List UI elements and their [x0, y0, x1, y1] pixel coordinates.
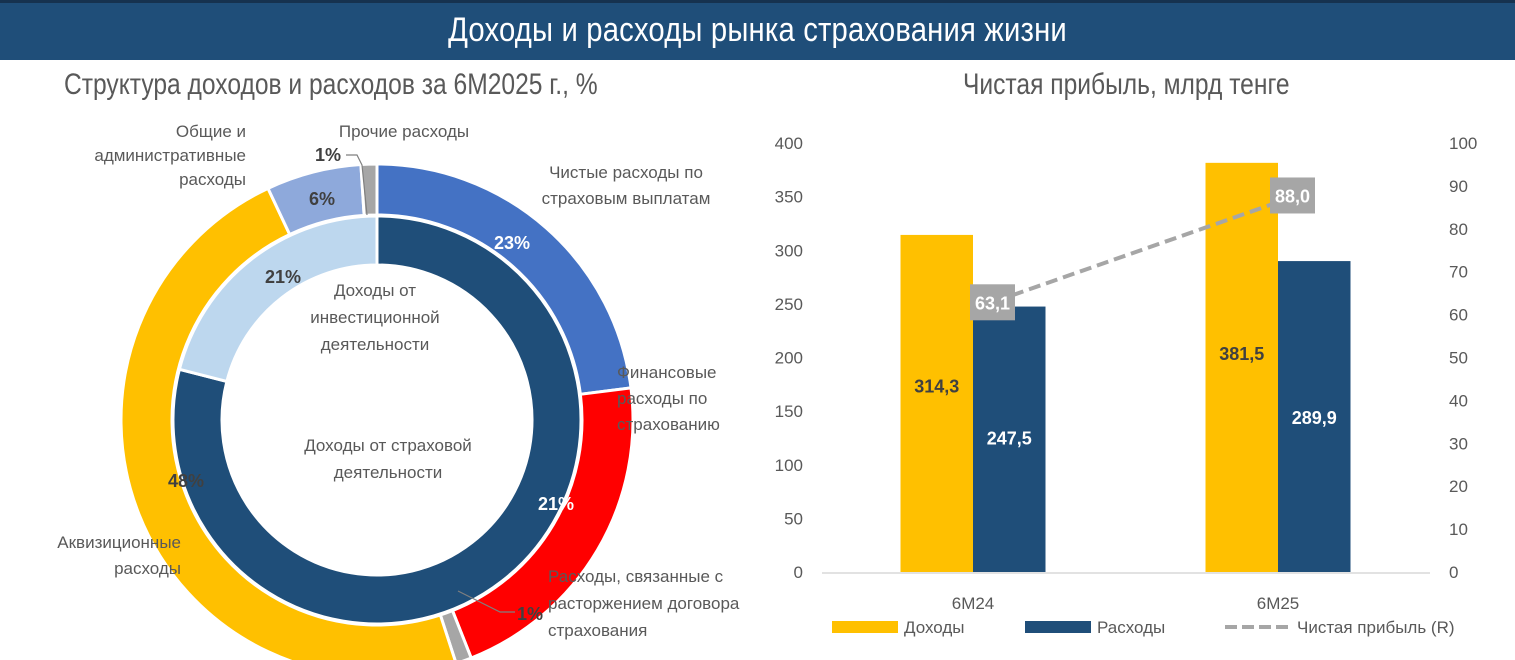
donut-pct-label-inner-0: 79%	[415, 531, 451, 551]
left-axis-tick-2: 100	[775, 456, 803, 475]
donut-inner-slice-1	[177, 214, 379, 384]
label-acquisition-expenses: Аквизиционные расходы	[57, 533, 181, 578]
left-axis-tick-4: 200	[775, 349, 803, 368]
label-other-expenses: Прочие расходы	[339, 122, 469, 141]
donut-pct-label-outer-5: 1%	[315, 145, 341, 165]
right-axis-tick-0: 0	[1449, 563, 1458, 582]
donut-pct-label-outer-3: 48%	[168, 471, 204, 491]
label-claims-expenses: Чистые расходы по страховым выплатам	[542, 163, 711, 208]
left-axis-tick-1: 50	[784, 509, 803, 528]
pie-chart-title: Структура доходов и расходов за 6М2025 г…	[64, 68, 598, 101]
donut-inner-slice-0	[171, 214, 583, 626]
right-axis-tick-8: 80	[1449, 220, 1468, 239]
right-axis-tick-9: 90	[1449, 177, 1468, 196]
right-axis-tick-4: 40	[1449, 391, 1468, 410]
donut-pct-label-inner-1: 21%	[265, 267, 301, 287]
left-axis-tick-6: 300	[775, 241, 803, 260]
donut-pct-label-outer-1: 21%	[538, 494, 574, 514]
legend-swatch-1	[1025, 621, 1091, 633]
x-axis-label-6M24: 6M24	[952, 594, 995, 613]
right-axis-tick-5: 50	[1449, 349, 1468, 368]
label-financial-expenses: Финансовые расходы по страхованию	[617, 363, 720, 434]
net-profit-label-6M25: 88,0	[1275, 186, 1310, 206]
label-termination-expenses: Расходы, связанные с расторжением договор…	[548, 567, 740, 640]
left-axis-tick-7: 350	[775, 188, 803, 207]
bar-expenses-6M24	[973, 306, 1046, 572]
legend-label-0: Доходы	[904, 618, 965, 637]
right-axis-tick-1: 10	[1449, 520, 1468, 539]
left-axis-tick-5: 250	[775, 295, 803, 314]
label-admin-expenses: Общие и административные расходы	[94, 122, 246, 189]
net-profit-label-box-6M25	[1270, 177, 1315, 214]
header-bar: Доходы и расходы рынка страхования жизни	[0, 0, 1515, 60]
bar-expenses-6M25	[1278, 261, 1351, 572]
bar-value-label-1-6M24: 247,5	[987, 429, 1032, 449]
leader-line-other-expenses	[346, 154, 368, 216]
leader-line-termination-expenses	[457, 590, 515, 613]
right-axis-tick-6: 60	[1449, 306, 1468, 325]
left-axis-tick-3: 150	[775, 402, 803, 421]
legend-swatch-0	[832, 621, 898, 633]
bar-income-6M25	[1205, 162, 1278, 572]
bar-chart-title: Чистая прибыль, млрд тенге	[963, 68, 1290, 101]
bar-value-label-1-6M25: 289,9	[1292, 408, 1337, 428]
label-insurance-income: Доходы от страховой деятельности	[304, 436, 472, 482]
x-axis-label-6M25: 6M25	[1257, 594, 1300, 613]
right-axis-tick-3: 30	[1449, 434, 1468, 453]
net-profit-label-box-6M24	[970, 284, 1015, 321]
left-axis-tick-0: 0	[794, 563, 803, 582]
bar-income-6M24	[900, 234, 973, 572]
bar-value-label-0-6M24: 314,3	[914, 376, 959, 396]
donut-pct-label-outer-4: 6%	[309, 189, 335, 209]
legend-label-2: Чистая прибыль (R)	[1297, 618, 1455, 637]
right-axis-tick-7: 70	[1449, 263, 1468, 282]
donut-pct-label-outer-2: 1%	[517, 604, 543, 624]
page-title: Доходы и расходы рынка страхования жизни	[448, 11, 1067, 49]
donut-chart: 23% 21% 48% 6% 79% 21% 1% 1% Прочие расходы Общие…	[57, 122, 740, 660]
net-profit-label-6M24: 63,1	[975, 293, 1010, 313]
left-axis-tick-8: 400	[775, 134, 803, 153]
donut-pct-label-outer-0: 23%	[494, 233, 530, 253]
right-axis-tick-2: 20	[1449, 477, 1468, 496]
right-axis-tick-10: 100	[1449, 134, 1477, 153]
bar-value-label-0-6M25: 381,5	[1219, 344, 1264, 364]
label-investment-income: Доходы от инвестиционной деятельности	[310, 281, 439, 354]
legend-label-1: Расходы	[1097, 618, 1165, 637]
